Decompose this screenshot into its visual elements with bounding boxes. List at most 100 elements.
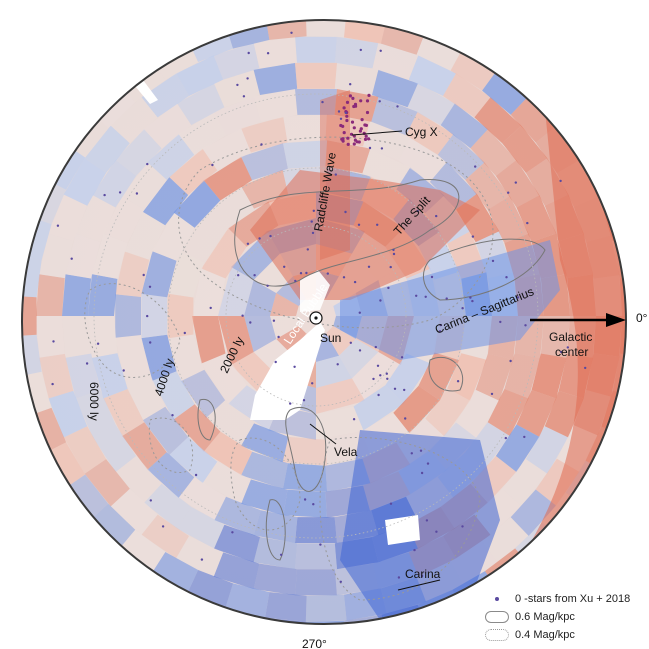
extinction-tile [142, 177, 189, 226]
legend-row-solid: 0.6 Mag/kpc [485, 609, 575, 625]
extinction-tile [276, 276, 306, 306]
extinction-tile [65, 353, 101, 399]
star-point [420, 471, 424, 475]
star-point [396, 105, 399, 108]
extinction-tile [241, 451, 288, 489]
star-point [380, 147, 384, 150]
star-point [122, 369, 125, 372]
star-point [249, 321, 252, 324]
extinction-tile [295, 89, 337, 115]
extinction-tile [152, 212, 195, 261]
star-point [246, 77, 249, 80]
star-point [253, 274, 256, 277]
star-point [379, 49, 382, 52]
star-point [289, 402, 292, 405]
star-point [280, 553, 283, 556]
extinction-tile [398, 137, 447, 182]
extinction-tile [203, 156, 253, 201]
extinction-tile [316, 355, 352, 388]
extinction-tile [437, 134, 485, 180]
star-point [103, 193, 106, 197]
star-point [70, 257, 73, 260]
star-point [135, 192, 139, 195]
extinction-tile [475, 353, 514, 401]
extinction-tile [540, 316, 570, 358]
legend-stars-label: 0 -stars from Xu + 2018 [515, 593, 631, 605]
extinction-tile [63, 426, 107, 474]
star-point [258, 237, 261, 240]
extinction-tile [48, 390, 88, 438]
extinction-tile [33, 107, 78, 155]
extinction-tile [39, 353, 74, 399]
extinction-tile [122, 162, 167, 210]
star-point [372, 377, 375, 381]
star-point [416, 209, 419, 213]
extinction-tile [253, 62, 298, 95]
star-point [359, 99, 363, 103]
star-point [266, 284, 269, 287]
extinction-tile [334, 62, 379, 95]
extinction-tile [316, 406, 364, 440]
extinction-tile [253, 36, 297, 69]
star-point [242, 95, 246, 98]
star-point [348, 94, 352, 98]
star-point [367, 93, 371, 97]
extinction-tile [482, 69, 529, 115]
star-dot-icon [485, 593, 509, 605]
star-point [302, 399, 306, 402]
extinction-tile [169, 437, 218, 484]
star-point [236, 83, 239, 87]
star-point [424, 295, 427, 298]
extinction-tile [63, 474, 109, 522]
star-point [56, 224, 60, 227]
extinction-tile [115, 28, 163, 72]
extinction-tile [487, 389, 529, 436]
star-point [559, 179, 562, 183]
extinction-tile [283, 463, 328, 492]
extinction-tile [283, 140, 328, 169]
star-point [445, 297, 448, 300]
star-point [339, 123, 343, 128]
star-point [376, 364, 380, 367]
extinction-tile [91, 353, 128, 399]
star-point [312, 209, 315, 212]
star-point [386, 377, 389, 380]
star-point [146, 314, 149, 318]
extinction-tile [353, 385, 404, 431]
star-point [337, 110, 341, 113]
star-point [499, 320, 502, 324]
solid-contour-icon [485, 611, 509, 623]
star-point [474, 165, 477, 168]
star-point [336, 363, 339, 366]
extinction-tile [22, 372, 25, 417]
extinction-tile [244, 280, 277, 316]
extinction-tile [202, 461, 251, 504]
extinction-tile [416, 30, 464, 71]
star-point [237, 274, 240, 277]
star-point [294, 279, 297, 283]
extinction-tile [372, 43, 419, 80]
star-point [456, 380, 460, 383]
star-point [269, 234, 272, 238]
star-point [260, 143, 263, 146]
extinction-tile [201, 228, 247, 279]
star-point [118, 191, 122, 194]
star-point [490, 392, 494, 396]
star-point [161, 525, 165, 528]
star-point [504, 436, 507, 440]
extinction-tile [57, 77, 103, 125]
extinction-tile [115, 456, 162, 503]
star-point [266, 52, 270, 55]
star-point [148, 285, 152, 288]
star-point [526, 221, 529, 225]
sun-center-dot [314, 316, 318, 320]
star-point [342, 276, 346, 279]
extinction-tile [91, 233, 128, 279]
star-point [171, 414, 174, 417]
star-point [363, 137, 368, 141]
star-point [461, 307, 464, 310]
extinction-tile [241, 143, 288, 181]
extinction-tile [42, 442, 86, 490]
extinction-tile [495, 424, 540, 472]
